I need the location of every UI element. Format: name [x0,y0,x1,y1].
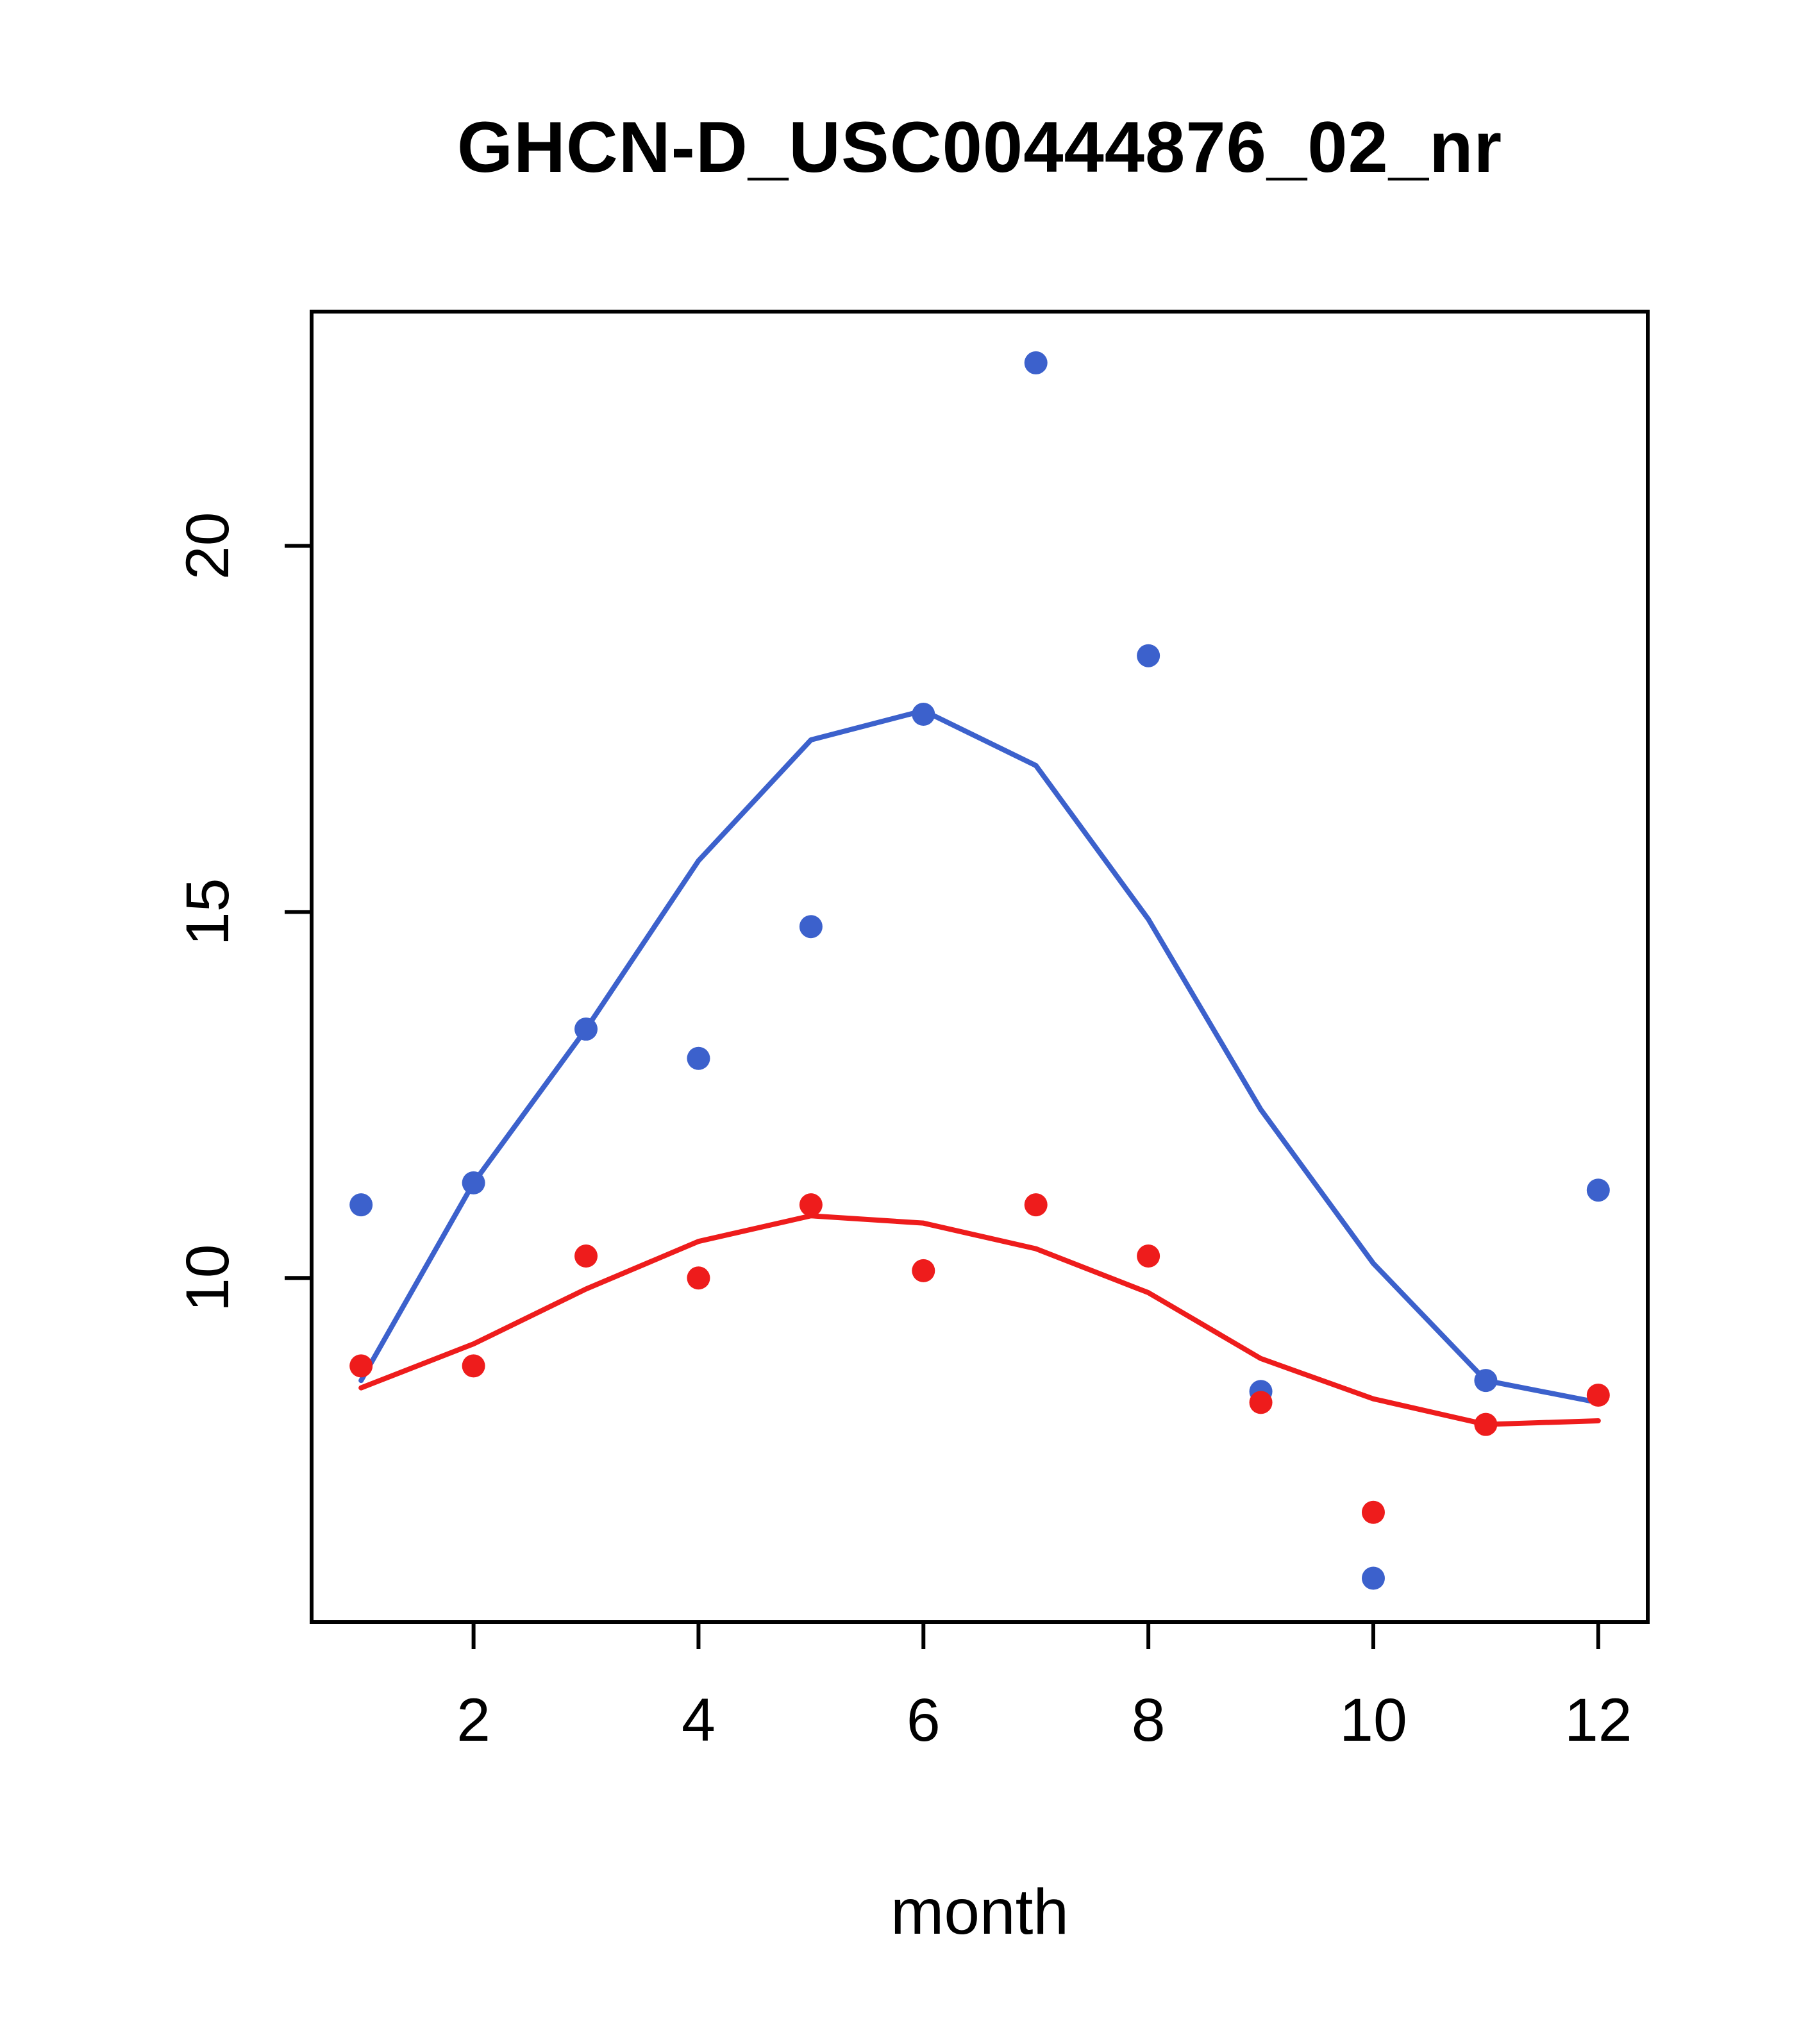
x-tick-label: 4 [682,1686,716,1754]
blue-point [1586,1178,1610,1202]
x-tick-label: 8 [1132,1686,1166,1754]
red-point [574,1244,598,1268]
red-point [1024,1193,1048,1217]
x-axis-label: month [891,1876,1069,1948]
blue-point [1024,351,1048,374]
red-smooth-line [358,1213,1601,1427]
red-point [1249,1391,1273,1414]
red-point [1361,1500,1385,1524]
red-point [1474,1412,1498,1436]
red-point [687,1266,710,1290]
blue-point [687,1046,710,1070]
x-tick-label: 10 [1339,1686,1407,1754]
blue-point [574,1018,598,1041]
chart-title: GHCN-D_USC00444876_02_nr [456,107,1503,187]
blue-point [349,1193,373,1217]
red-point [799,1193,823,1217]
blue-smooth-line [358,708,1601,1405]
x-tick-label: 6 [907,1686,941,1754]
red-point [462,1354,485,1378]
red-point [1586,1384,1610,1407]
red-point [1137,1244,1160,1268]
red-point [349,1354,373,1378]
blue-point [1137,644,1160,667]
blue-point [462,1171,485,1194]
y-tick-label: 20 [174,512,242,580]
blue-point [799,915,823,939]
blue-point [1361,1566,1385,1590]
y-tick-label: 15 [174,878,242,946]
blue-point [912,703,935,726]
blue-point [1474,1369,1498,1393]
y-tick-label: 10 [174,1244,242,1312]
red-point [912,1259,935,1282]
x-tick-label: 2 [456,1686,490,1754]
x-tick-label: 12 [1564,1686,1632,1754]
plot-border [310,310,1650,1624]
